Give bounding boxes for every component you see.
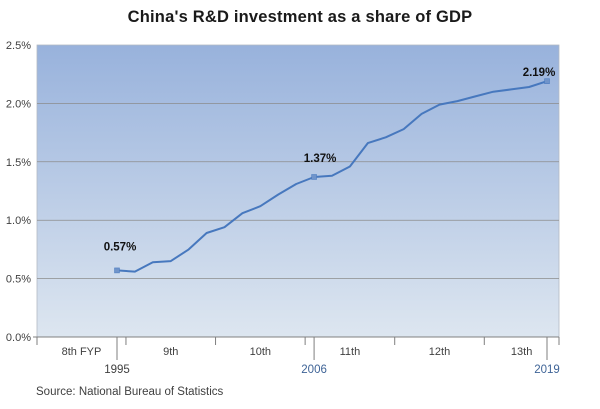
y-axis-label: 1.5% [6, 157, 31, 169]
fyp-period-label: 11th [340, 346, 361, 358]
fyp-period-label: 12th [429, 346, 450, 358]
plot-background [36, 44, 560, 338]
y-axis-label: 2.0% [6, 98, 31, 110]
source-note: Source: National Bureau of Statistics [36, 386, 224, 398]
fyp-period-label: 13th [511, 346, 532, 358]
y-axis-label: 0.0% [6, 332, 31, 344]
rd-share-line [116, 80, 548, 273]
data-point-label: 1.37% [304, 153, 337, 165]
data-point-marker [311, 174, 317, 180]
year-tick-label: 1995 [104, 364, 130, 376]
data-point-label: 0.57% [104, 241, 137, 253]
data-point-marker [544, 78, 550, 84]
year-tick-label: 2006 [301, 364, 327, 376]
fyp-period-label: 9th [163, 346, 178, 358]
data-point-label: 2.19% [523, 67, 556, 79]
y-axis-label: 1.0% [6, 215, 31, 227]
fyp-period-label: 8th FYP [62, 346, 102, 358]
fyp-period-label: 10th [250, 346, 271, 358]
chart-title: China's R&D investment as a share of GDP [127, 8, 473, 26]
year-tick-label: 2019 [534, 364, 560, 376]
data-point-marker [114, 267, 120, 274]
y-axis-label: 2.5% [6, 40, 31, 52]
y-axis-label: 0.5% [6, 274, 31, 286]
